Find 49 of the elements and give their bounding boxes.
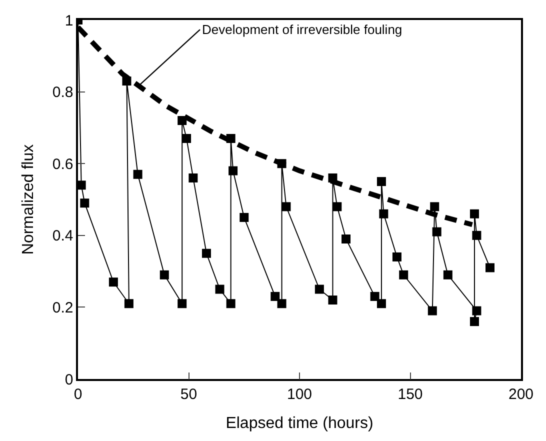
point [392, 252, 402, 262]
point [342, 234, 351, 244]
point [470, 317, 479, 326]
point [443, 270, 452, 280]
point [80, 198, 90, 208]
x-tick-label: 100 [286, 386, 312, 403]
point [314, 284, 324, 294]
y-tick-label: 0.6 [52, 156, 74, 173]
y-axis-title: Normalized flux [20, 144, 37, 255]
point [485, 263, 494, 272]
point [399, 270, 408, 280]
point [228, 166, 238, 176]
point [379, 209, 388, 218]
point [430, 202, 440, 212]
point [282, 202, 291, 212]
x-tick-label: 150 [398, 386, 423, 403]
point [108, 278, 118, 287]
point [376, 299, 386, 308]
point [332, 202, 342, 212]
point [124, 299, 134, 308]
point [472, 230, 482, 240]
point [178, 299, 187, 308]
y-tick-label: 1 [64, 12, 74, 30]
y-tick-label: 0 [64, 371, 74, 388]
y-tick-label: 0.8 [52, 84, 74, 102]
point [270, 292, 280, 301]
y-tick-label: 0.4 [52, 228, 74, 245]
annotation: Development of irreversible fouling [202, 22, 402, 37]
point [432, 227, 442, 236]
point [428, 306, 437, 316]
point [277, 299, 286, 308]
point [470, 209, 479, 218]
point [226, 299, 236, 308]
point [370, 292, 380, 301]
point [472, 306, 482, 316]
point [188, 173, 198, 182]
point [328, 296, 338, 305]
point [240, 212, 249, 222]
y-tick-label: 0.2 [52, 299, 74, 316]
point [133, 170, 142, 179]
point [78, 180, 86, 190]
point [182, 134, 192, 143]
point [202, 248, 211, 258]
x-tick-label: 50 [180, 386, 198, 403]
x-axis-title: Elapsed time (hours) [226, 414, 374, 432]
x-tick-label: 200 [508, 386, 534, 403]
point [160, 270, 169, 280]
point [376, 177, 386, 186]
point [215, 284, 224, 294]
